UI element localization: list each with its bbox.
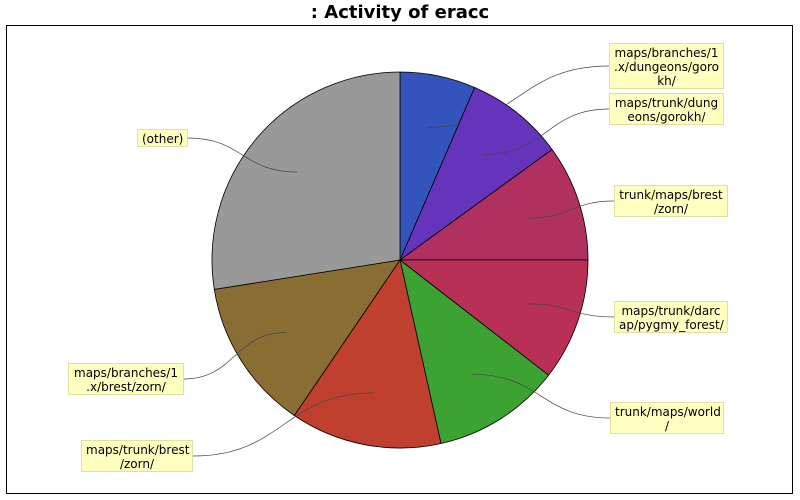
slice-label-6: maps/branches/1 .x/brest/zorn/	[68, 363, 184, 395]
leader-line-2	[528, 200, 615, 219]
pie-slice-7	[211, 71, 401, 290]
slice-label-3: maps/trunk/darc ap/pygmy_forest/	[614, 301, 728, 333]
slice-label-2: trunk/maps/brest /zorn/	[614, 185, 728, 217]
pie-slice-5	[293, 259, 442, 449]
leader-line-5	[192, 392, 375, 457]
leader-line-3	[528, 303, 615, 318]
slice-label-1: maps/trunk/dung eons/gorokh/	[609, 93, 724, 125]
leader-line-7	[187, 137, 298, 173]
pie-slice-4	[399, 259, 550, 444]
leader-line-0	[427, 65, 610, 128]
slice-label-5: maps/trunk/brest /zorn/	[81, 440, 193, 472]
chart-title: : Activity of eracc	[310, 2, 490, 23]
slice-label-4: trunk/maps/world /	[610, 402, 724, 434]
pie-slice-3	[398, 259, 589, 376]
pie-slice-2	[398, 148, 589, 261]
leader-line-1	[484, 108, 610, 155]
leader-line-6	[183, 332, 286, 380]
slice-label-7: (other)	[137, 129, 188, 147]
leader-line-4	[472, 373, 611, 419]
slice-label-0: maps/branches/1 .x/dungeons/goro kh/	[609, 43, 724, 89]
pie-slice-1	[399, 86, 553, 262]
pie-slice-6	[213, 259, 401, 417]
